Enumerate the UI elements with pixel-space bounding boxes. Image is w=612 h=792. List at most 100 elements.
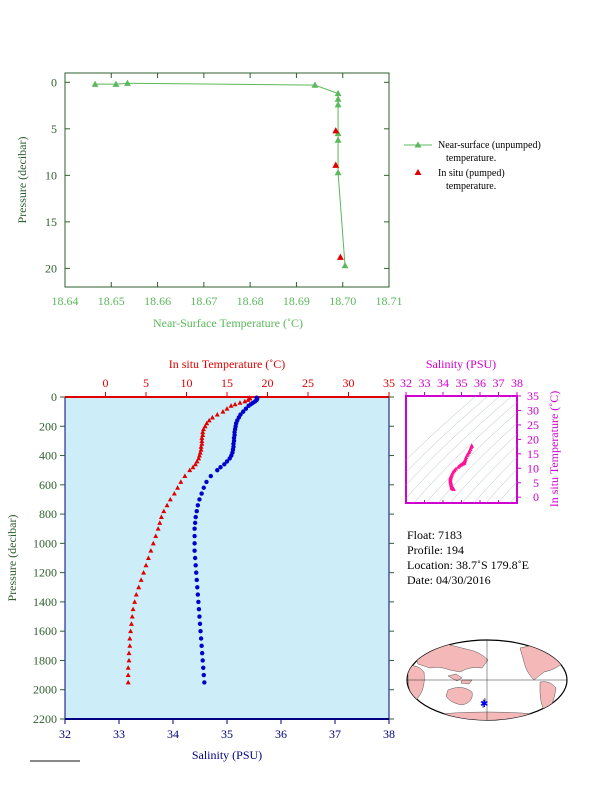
temperature-point [245,397,251,402]
salinity-point [208,473,213,479]
temperature-point [133,591,139,597]
legend-label-unpumped-2: temperature. [446,153,496,164]
near-surface-point [91,80,99,87]
temperature-point [153,533,159,538]
temperature-tick-label: 10 [181,376,193,390]
density-contour [437,422,517,503]
temperature-point [232,401,238,407]
temperature-point [164,502,170,508]
temperature-point [158,514,164,519]
ns-ytick-label: 15 [45,215,57,229]
ns-xtick-label: 18.71 [376,294,403,308]
near-surface-point [334,101,342,108]
temperature-tick-label: 20 [262,376,274,390]
ts-point [456,464,461,469]
ts-ytick-label: 25 [527,418,539,432]
temperature-point [192,461,198,467]
ts-ylabel: In situ Temperature (˚C) [547,391,561,508]
ns-ytick-label: 0 [51,75,57,89]
salinity-tick-label: 34 [167,727,179,741]
temperature-point [129,613,135,619]
temperature-point [197,450,203,455]
ns-ytick-label: 20 [45,261,57,275]
density-contour [406,396,501,486]
temperature-point [125,672,131,678]
density-contour [449,433,517,503]
salinity-point [195,592,201,597]
pressure-tick-label: 800 [39,507,57,521]
temperature-point [199,435,205,440]
salinity-point [201,672,206,678]
salinity-point [195,503,201,508]
near-surface-point [334,89,342,97]
salinity-tick-label: 35 [221,727,233,741]
ts-ytick-label: 15 [527,447,539,461]
ts-xtick-label: 37 [493,376,505,390]
temperature-point [126,657,132,663]
density-contour [461,445,517,503]
ts-xtick-label: 32 [400,376,412,390]
temperature-point [187,467,193,473]
in-situ-point [332,161,340,168]
salinity-point [246,403,251,408]
profile-ylabel: Pressure (decibar) [5,515,19,602]
temperature-point [138,577,144,582]
ts-series [448,443,474,491]
temperature-tick-label: 30 [343,376,355,390]
float-info: Float: 7183 Profile: 194 Location: 38.7˚… [407,528,529,587]
near-surface-point [311,81,319,88]
ns-xtick-label: 18.68 [237,294,264,308]
salinity-point [204,479,209,485]
profile-number: Profile: 194 [407,543,464,557]
temperature-point [145,555,151,560]
near-surface-plot-area [64,72,390,288]
salinity-point [227,456,232,461]
density-contour [473,456,517,503]
ts-xlabel: Salinity (PSU) [426,357,496,371]
in-situ-point [336,253,344,260]
salinity-point [201,485,206,490]
profile-axes: 0 5 10 15 20 25 30 35 32 33 34 35 36 37 38 0 200 400 600 80… [33,376,395,741]
density-contour [406,396,489,473]
salinity-point [193,514,198,520]
temperature-point [171,491,177,496]
temperature-point [204,420,210,426]
temperature-point [199,441,205,446]
salinity-point [199,650,205,656]
pressure-tick-label: 1400 [33,595,57,609]
temperature-point [141,570,147,575]
salinity-point [193,563,198,568]
temperature-point [128,628,134,634]
salinity-point [192,541,197,546]
salinity-point [218,465,223,470]
temperature-point [125,679,131,685]
salinity-point [194,570,199,575]
float-id: Float: 7183 [407,528,462,542]
temperature-point [214,411,220,417]
salinity-point [202,680,207,685]
temperature-point [237,400,243,405]
salinity-point [197,614,202,619]
ts-ytick-label: 35 [527,389,539,403]
ns-ytick-label: 10 [45,168,57,182]
temperature-point [127,635,133,641]
temperature-point [228,403,234,408]
salinity-axis-title: Salinity (PSU) [192,748,262,762]
near-surface-panel: 18.64 18.65 18.66 18.67 18.68 18.69 18.70 18.71… [15,72,403,330]
salinity-point [199,491,204,496]
pressure-tick-label: 1000 [33,536,57,550]
temperature-axis-title: In situ Temperature (˚C) [169,357,286,371]
ts-ytick-label: 0 [533,490,539,504]
ts-point [451,486,456,491]
ts-xtick-label: 34 [437,376,449,390]
temperature-point [148,548,154,553]
temperature-tick-label: 0 [103,376,109,390]
ns-xtick-label: 18.67 [190,294,217,308]
temperature-point [224,406,230,411]
temperature-point [199,438,205,443]
ts-xtick-label: 35 [456,376,468,390]
temperature-point [201,426,206,432]
in-situ-point [332,127,340,134]
temperature-point [167,496,173,502]
temperature-point [190,464,196,470]
